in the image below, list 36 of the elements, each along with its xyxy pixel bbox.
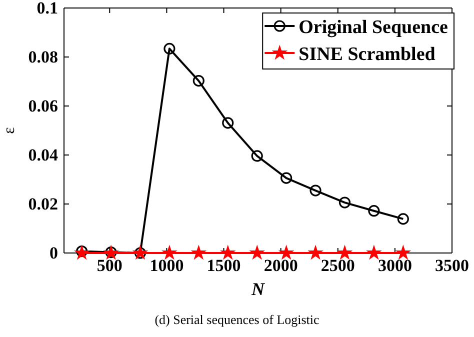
point <box>162 246 176 259</box>
point <box>397 213 409 225</box>
y-axis-title: ε <box>1 126 18 134</box>
x-tick-label: 1000 <box>150 256 184 276</box>
point <box>164 42 176 54</box>
point <box>396 246 410 259</box>
point <box>338 196 351 208</box>
point <box>368 205 380 217</box>
point <box>308 246 322 259</box>
y-tick-label: 0.08 <box>28 47 58 66</box>
y-tick-label: 0.06 <box>28 96 58 116</box>
x-tick-label: 3500 <box>435 256 469 276</box>
point <box>251 150 263 162</box>
y-tick-label: 0 <box>50 243 58 262</box>
legend-label: SINE Scrambled <box>298 44 436 65</box>
point <box>192 74 204 87</box>
point <box>338 246 352 259</box>
point <box>192 246 206 259</box>
point <box>250 246 264 259</box>
y-tick-label: 0.02 <box>28 194 58 214</box>
point <box>279 246 294 259</box>
point <box>310 184 322 196</box>
point <box>280 172 292 184</box>
point <box>222 117 234 129</box>
point <box>221 246 235 259</box>
x-tick-label: 1500 <box>206 256 241 276</box>
x-axis-title: N <box>250 279 266 299</box>
x-tick-label: 2000 <box>264 256 298 276</box>
text: (d) Serial sequences of Logistic <box>154 312 320 327</box>
x-tick-label: 3000 <box>378 256 412 276</box>
legend-label: Original Sequence <box>298 17 448 38</box>
x-tick-label: 2500 <box>320 256 355 276</box>
x-tick-label: 500 <box>96 256 122 276</box>
y-tick-label: 0.1 <box>36 0 58 18</box>
y-tick-label: 0.04 <box>28 145 58 164</box>
point <box>367 246 381 259</box>
